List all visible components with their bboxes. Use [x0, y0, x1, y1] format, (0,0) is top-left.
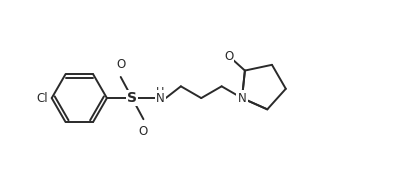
Text: S: S	[127, 91, 137, 105]
Text: O: O	[139, 125, 148, 138]
Text: H: H	[156, 87, 165, 97]
Text: O: O	[225, 50, 234, 63]
Text: N: N	[238, 92, 246, 105]
Text: O: O	[116, 58, 125, 71]
Text: N: N	[156, 92, 165, 105]
Text: Cl: Cl	[37, 92, 48, 105]
